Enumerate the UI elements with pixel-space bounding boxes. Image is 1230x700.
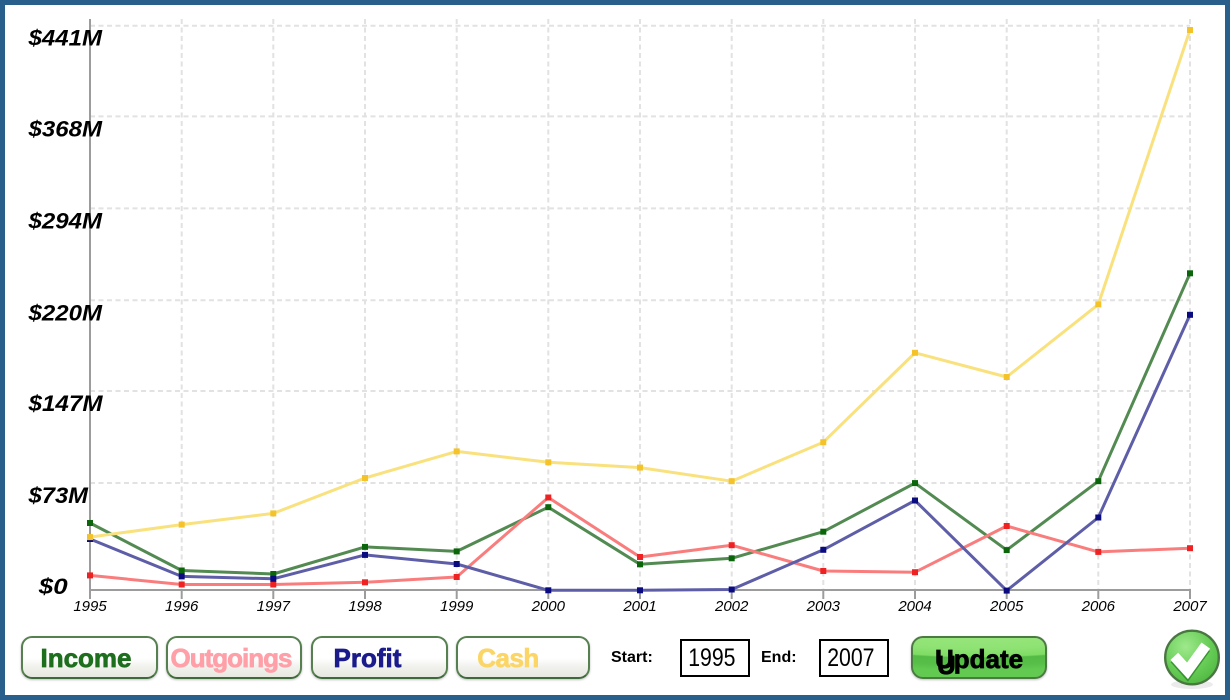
svg-text:2001: 2001 [622, 598, 656, 615]
svg-text:1995: 1995 [73, 598, 107, 615]
svg-text:2005: 2005 [989, 598, 1024, 615]
svg-text:$220M: $220M [27, 300, 102, 325]
svg-text:1996: 1996 [165, 598, 199, 615]
svg-text:$0: $0 [38, 574, 69, 599]
svg-text:2002: 2002 [714, 598, 749, 615]
svg-text:2006: 2006 [1081, 598, 1116, 615]
svg-text:2000: 2000 [531, 598, 566, 615]
svg-text:2004: 2004 [897, 598, 931, 615]
svg-text:$147M: $147M [27, 391, 103, 416]
svg-text:2007: 2007 [1172, 598, 1207, 615]
svg-text:1999: 1999 [440, 598, 474, 615]
svg-text:2003: 2003 [806, 598, 841, 615]
svg-text:1997: 1997 [257, 598, 291, 615]
svg-text:1998: 1998 [348, 598, 382, 615]
svg-text:$368M: $368M [27, 116, 102, 141]
svg-text:$441M: $441M [27, 26, 102, 51]
svg-text:$294M: $294M [27, 208, 102, 233]
svg-text:$73M: $73M [27, 483, 88, 508]
